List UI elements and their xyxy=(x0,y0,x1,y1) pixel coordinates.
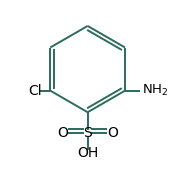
Text: S: S xyxy=(83,126,92,140)
Text: O: O xyxy=(107,126,118,140)
Text: Cl: Cl xyxy=(28,84,42,98)
Text: NH$_2$: NH$_2$ xyxy=(142,83,168,98)
Text: O: O xyxy=(57,126,68,140)
Text: OH: OH xyxy=(77,146,98,160)
